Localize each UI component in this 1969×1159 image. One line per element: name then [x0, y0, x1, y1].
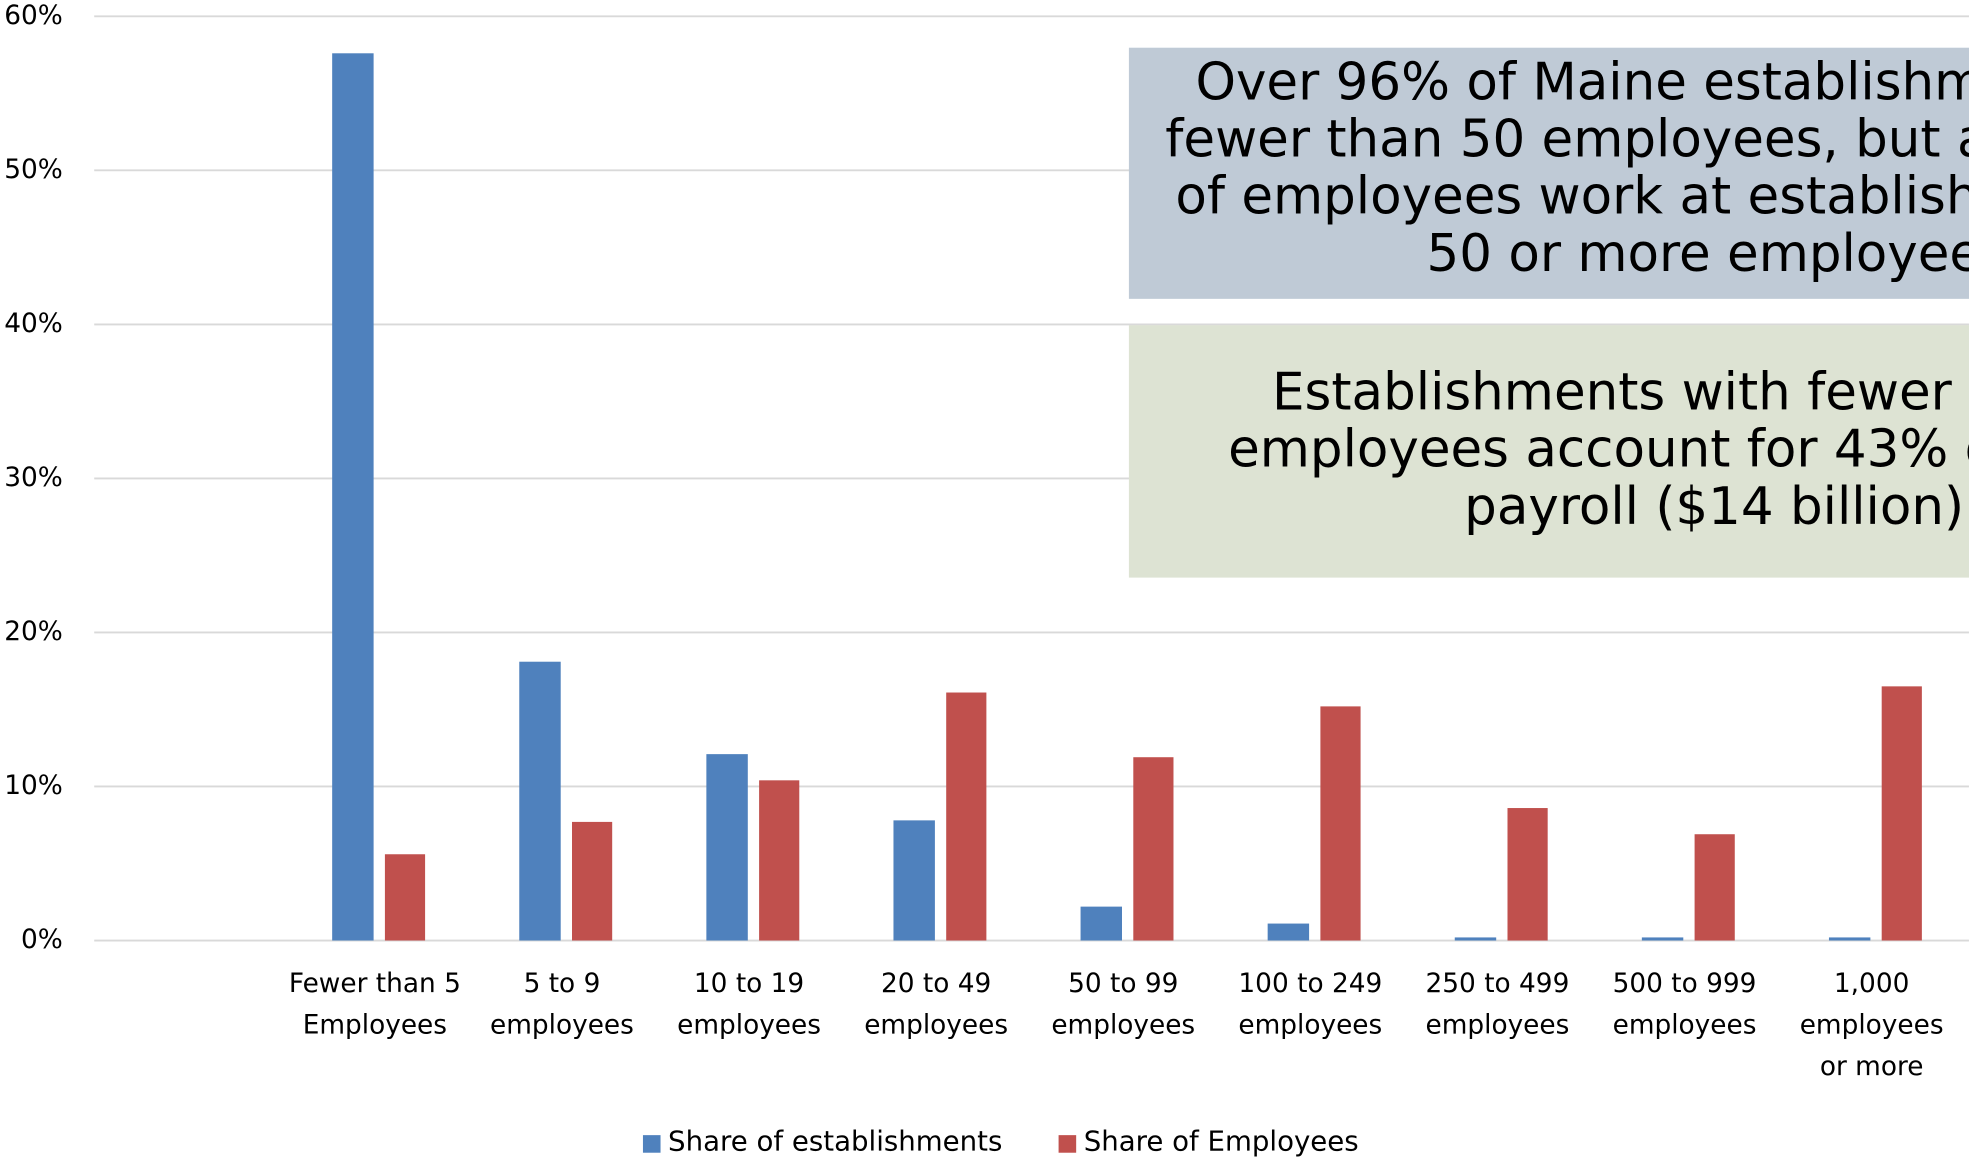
- bar: [1320, 706, 1361, 941]
- x-tick-label: 10 to 19: [694, 969, 804, 999]
- legend-swatch: [1058, 1135, 1077, 1153]
- bar: [572, 821, 613, 941]
- y-tick-label: 30%: [4, 463, 63, 493]
- y-tick-label: 0%: [21, 925, 63, 955]
- bar: [1267, 923, 1310, 941]
- bar: [1133, 757, 1174, 941]
- x-tick-label: employees: [1238, 1010, 1382, 1040]
- bar: [519, 661, 561, 941]
- x-tick-label: 50 to 99: [1068, 969, 1178, 999]
- bar: [759, 780, 800, 941]
- bar: [1507, 808, 1548, 941]
- annotation-text: payroll ($14 billion): [1464, 477, 1964, 537]
- annotation-text: of employees work at establish: [1175, 167, 1969, 227]
- x-tick-label: 1,000: [1834, 969, 1909, 999]
- y-tick-label: 50%: [4, 155, 63, 185]
- x-tick-label: or more: [1820, 1052, 1924, 1082]
- annotation-text: employees account for 43% o: [1228, 420, 1969, 480]
- annotation-box: [1128, 47, 1969, 299]
- y-tick-label: 20%: [4, 617, 63, 647]
- annotation-text: Over 96% of Maine establishm: [1195, 52, 1969, 112]
- annotation-text: Establishments with fewer t: [1272, 363, 1969, 423]
- x-tick-label: 20 to 49: [881, 969, 991, 999]
- annotation-box: [1128, 325, 1969, 578]
- bar: [1828, 937, 1871, 941]
- x-tick-label: employees: [1800, 1010, 1944, 1040]
- bar: [1694, 834, 1735, 941]
- x-tick-label: employees: [490, 1010, 634, 1040]
- bar: [1080, 906, 1122, 941]
- annotation-text: 50 or more employee: [1427, 224, 1969, 284]
- x-tick-label: 100 to 249: [1238, 969, 1382, 999]
- bar: [1641, 937, 1684, 941]
- x-tick-label: 5 to 9: [524, 969, 601, 999]
- bar: [1881, 686, 1922, 941]
- bar: [1454, 937, 1497, 941]
- legend-label: Share of Employees: [1084, 1125, 1359, 1158]
- y-tick-label: 10%: [4, 771, 63, 801]
- bar: [946, 692, 987, 941]
- bar: [893, 820, 935, 941]
- x-tick-label: employees: [1426, 1010, 1570, 1040]
- x-tick-label: employees: [1051, 1010, 1195, 1040]
- y-tick-label: 40%: [4, 309, 63, 339]
- annotation-text: fewer than 50 employees, but a: [1165, 110, 1969, 170]
- legend-swatch: [642, 1135, 661, 1153]
- x-tick-label: 500 to 999: [1613, 969, 1757, 999]
- x-tick-label: employees: [677, 1010, 821, 1040]
- x-tick-label: Employees: [303, 1010, 447, 1040]
- x-tick-label: Fewer than 5: [289, 969, 461, 999]
- x-tick-label: employees: [864, 1010, 1008, 1040]
- bar: [384, 854, 426, 941]
- legend-label: Share of establishments: [668, 1125, 1002, 1158]
- x-tick-label: 250 to 499: [1426, 969, 1570, 999]
- bar: [706, 754, 748, 941]
- bar: [332, 53, 374, 941]
- y-tick-label: 60%: [4, 1, 63, 31]
- x-tick-label: employees: [1613, 1010, 1757, 1040]
